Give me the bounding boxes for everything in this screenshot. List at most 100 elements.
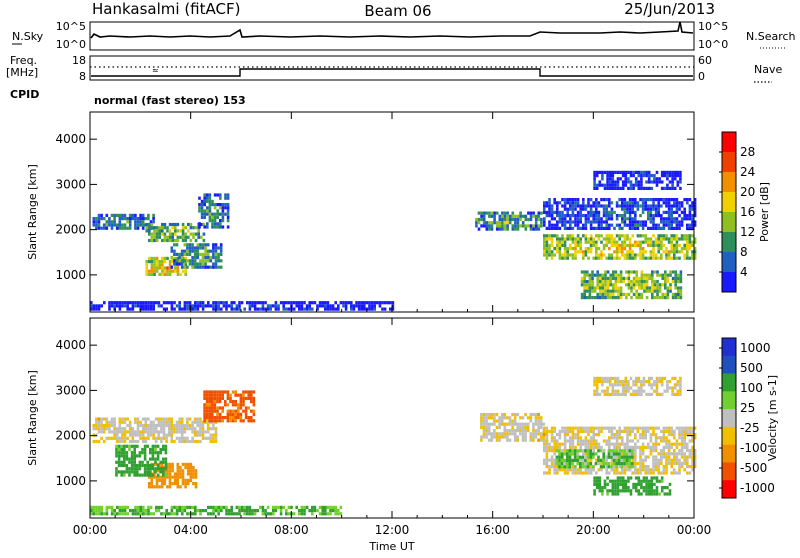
velocity-cell-9 xyxy=(679,389,682,393)
velocity-cell-0 xyxy=(113,430,116,434)
velocity-cell-6 xyxy=(644,436,647,440)
velocity-cell-0 xyxy=(173,423,176,428)
velocity-cell-6 xyxy=(553,458,556,462)
velocity-cell-2 xyxy=(146,467,149,471)
power-cell-5 xyxy=(248,301,252,305)
power-cell-5 xyxy=(326,304,330,308)
velocity-cell-2 xyxy=(143,470,147,474)
power-cell-9 xyxy=(615,201,619,205)
power-cell-3 xyxy=(183,243,187,247)
velocity-cell-6 xyxy=(618,442,621,446)
power-cell-5 xyxy=(357,301,361,305)
velocity-cell-8 xyxy=(573,458,577,462)
power-cell-6 xyxy=(475,221,478,225)
power-cell-4 xyxy=(208,203,212,207)
velocity-cell-0 xyxy=(95,417,98,421)
power-cell-7 xyxy=(647,256,650,260)
power-cell-8 xyxy=(666,296,670,300)
velocity-cell-2 xyxy=(164,451,168,455)
velocity-cell-9 xyxy=(679,386,682,390)
power-cell-10 xyxy=(614,186,617,190)
power-cell-0 xyxy=(147,217,150,221)
velocity-cell-0 xyxy=(113,420,116,424)
velocity-cell-3 xyxy=(229,396,232,400)
power-cell-8 xyxy=(617,273,620,277)
power-cell-6 xyxy=(485,227,489,231)
power-cell-9 xyxy=(652,217,655,221)
power-cell-9 xyxy=(636,201,640,205)
velocity-cell-6 xyxy=(556,433,559,437)
velocity-cell-3 xyxy=(211,406,214,410)
nsearch-label: N.Search xyxy=(746,30,796,43)
velocity-cell-1 xyxy=(166,472,169,476)
velocity-cell-0 xyxy=(165,423,168,428)
velocity-cell-6 xyxy=(691,433,694,437)
velocity-cell-0 xyxy=(188,423,192,428)
power-cell-5 xyxy=(342,304,345,308)
power-cell-9 xyxy=(566,226,569,230)
power-cell-3 xyxy=(212,243,215,247)
velocity-cell-3 xyxy=(203,419,206,423)
velocity-cell-6 xyxy=(686,461,689,465)
velocity-cell-6 xyxy=(556,442,559,446)
power-cell-9 xyxy=(550,217,554,221)
power-cell-5 xyxy=(324,307,327,311)
velocity-cell-2 xyxy=(141,473,144,477)
power-cell-5 xyxy=(363,307,366,311)
power-cell-5 xyxy=(326,301,330,305)
velocity-cell-0 xyxy=(97,439,101,444)
velocity-cell-4 xyxy=(326,505,330,509)
velocity-cell-0 xyxy=(160,436,163,440)
velocity-cell-3 xyxy=(205,406,209,410)
velocity-cell-6 xyxy=(582,429,585,433)
power-cell-3 xyxy=(193,262,197,266)
velocity-cell-3 xyxy=(213,406,217,410)
power-cell-2 xyxy=(161,269,164,273)
power-cell-5 xyxy=(300,307,304,311)
velocity-cell-3 xyxy=(231,400,235,404)
velocity-cell-6 xyxy=(550,458,554,462)
velocity-cell-7 xyxy=(621,489,625,493)
velocity-cell-6 xyxy=(686,458,689,462)
velocity-cell-4 xyxy=(152,512,155,516)
velocity-cell-9 xyxy=(611,392,615,396)
velocity-cell-8 xyxy=(615,465,618,469)
velocity-cell-0 xyxy=(165,436,168,440)
velocity-cell-3 xyxy=(208,400,211,404)
power-cell-6 xyxy=(524,227,528,231)
power-cell-7 xyxy=(647,240,650,244)
power-cell-5 xyxy=(259,301,262,305)
power-cell-8 xyxy=(604,283,607,287)
power-cell-1 xyxy=(148,232,151,236)
velocity-cell-6 xyxy=(649,449,653,453)
power-cell-7 xyxy=(548,247,551,251)
power-cell-9 xyxy=(548,223,551,227)
velocity-cell-3 xyxy=(239,406,243,410)
power-cell-9 xyxy=(569,198,572,202)
power-cell-9 xyxy=(566,201,569,205)
velocity-cell-6 xyxy=(623,429,627,433)
power-cell-10 xyxy=(637,180,641,184)
power-cell-9 xyxy=(631,210,634,214)
velocity-cell-6 xyxy=(654,445,658,449)
velocity-cell-8 xyxy=(586,452,590,456)
power-cell-3 xyxy=(217,265,220,269)
power-cell-0 xyxy=(110,223,114,227)
power-cell-9 xyxy=(623,223,627,227)
velocity-cell-6 xyxy=(691,439,694,443)
velocity-cell-7 xyxy=(619,482,622,486)
power-cell-1 xyxy=(150,226,154,230)
velocity-cell-4 xyxy=(199,509,202,513)
velocity-cell-6 xyxy=(600,429,603,433)
velocity-cell-1 xyxy=(176,482,180,486)
power-cell-6 xyxy=(529,227,533,231)
power-cell-9 xyxy=(597,220,601,224)
power-cell-9 xyxy=(574,204,577,208)
velocity-cell-2 xyxy=(120,460,123,464)
velocity-x-axis: 00:00 04:00 08:00 12:00 16:00 20:00 00:00 xyxy=(73,318,711,537)
velocity-cell-6 xyxy=(628,426,632,430)
power-cell-7 xyxy=(688,234,692,238)
velocity-cell-4 xyxy=(285,512,288,516)
velocity-cell-8 xyxy=(555,458,559,462)
power-cell-2 xyxy=(155,256,159,260)
